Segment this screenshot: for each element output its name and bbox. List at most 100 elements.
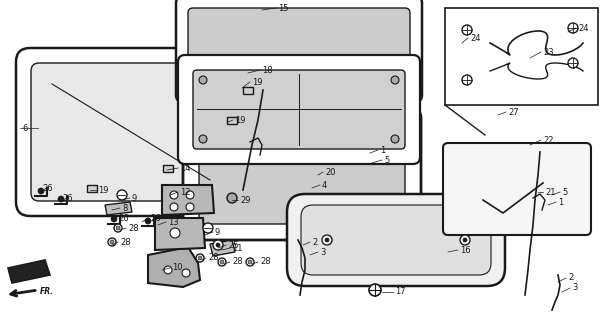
Text: 4: 4 <box>322 180 327 189</box>
Text: 18: 18 <box>262 66 273 75</box>
Circle shape <box>117 190 127 200</box>
Circle shape <box>110 240 114 244</box>
Text: 2: 2 <box>312 237 317 246</box>
Bar <box>445 8 598 105</box>
Text: 15: 15 <box>278 4 288 12</box>
Text: 13: 13 <box>168 218 178 227</box>
FancyBboxPatch shape <box>301 205 491 275</box>
Circle shape <box>186 191 194 199</box>
Text: 11: 11 <box>232 244 243 252</box>
Polygon shape <box>210 240 235 256</box>
FancyBboxPatch shape <box>31 63 224 201</box>
Circle shape <box>462 75 472 85</box>
Text: 29: 29 <box>240 196 251 204</box>
Text: 24: 24 <box>578 23 588 33</box>
FancyBboxPatch shape <box>178 55 420 164</box>
Circle shape <box>170 191 178 199</box>
Text: 3: 3 <box>572 284 577 292</box>
Text: FR.: FR. <box>40 286 54 295</box>
Circle shape <box>568 23 578 33</box>
Text: 8: 8 <box>122 204 127 212</box>
Circle shape <box>170 203 178 211</box>
Circle shape <box>220 260 224 264</box>
FancyBboxPatch shape <box>183 108 421 240</box>
Text: 17: 17 <box>395 287 406 297</box>
Text: 19: 19 <box>252 77 263 86</box>
Circle shape <box>391 76 399 84</box>
Circle shape <box>463 238 467 242</box>
Circle shape <box>145 218 151 224</box>
FancyBboxPatch shape <box>176 0 422 102</box>
Text: 5: 5 <box>384 156 389 164</box>
Text: 24: 24 <box>470 34 480 43</box>
Text: 28: 28 <box>208 253 219 262</box>
Polygon shape <box>162 185 214 215</box>
Text: 26: 26 <box>150 213 161 222</box>
Text: 25: 25 <box>228 241 238 250</box>
Text: 28: 28 <box>232 258 243 267</box>
FancyBboxPatch shape <box>443 143 591 235</box>
Circle shape <box>227 193 237 203</box>
FancyBboxPatch shape <box>16 48 239 216</box>
Circle shape <box>111 216 117 222</box>
Text: 12: 12 <box>180 188 191 196</box>
Circle shape <box>164 266 172 274</box>
Circle shape <box>170 228 180 238</box>
Text: 20: 20 <box>325 167 335 177</box>
Text: 28: 28 <box>260 258 271 267</box>
Text: 2: 2 <box>568 274 573 283</box>
Circle shape <box>391 135 399 143</box>
Circle shape <box>203 223 213 233</box>
FancyBboxPatch shape <box>188 8 410 90</box>
Text: 10: 10 <box>172 263 183 273</box>
Text: 26: 26 <box>118 213 129 222</box>
Circle shape <box>568 58 578 68</box>
Polygon shape <box>243 86 253 93</box>
Text: 9: 9 <box>132 194 137 203</box>
Circle shape <box>186 203 194 211</box>
Text: 14: 14 <box>180 164 191 172</box>
Circle shape <box>199 135 207 143</box>
Text: 23: 23 <box>543 47 554 57</box>
Circle shape <box>248 260 252 264</box>
Text: 1: 1 <box>380 146 386 155</box>
Circle shape <box>462 25 472 35</box>
Text: 6: 6 <box>22 124 27 132</box>
Polygon shape <box>148 247 200 287</box>
Text: 16: 16 <box>460 245 470 254</box>
Circle shape <box>369 284 381 296</box>
Text: 28: 28 <box>120 237 131 246</box>
Polygon shape <box>155 218 205 250</box>
Circle shape <box>116 226 120 230</box>
Circle shape <box>198 256 202 260</box>
FancyBboxPatch shape <box>199 124 405 224</box>
Text: 5: 5 <box>562 188 567 196</box>
Text: 26: 26 <box>62 194 73 203</box>
Text: 22: 22 <box>543 135 554 145</box>
Polygon shape <box>105 202 132 215</box>
Circle shape <box>196 254 204 262</box>
Text: 26: 26 <box>42 183 53 193</box>
Circle shape <box>460 235 470 245</box>
Polygon shape <box>8 260 50 283</box>
Text: 3: 3 <box>320 247 326 257</box>
Circle shape <box>216 243 220 247</box>
Text: 7: 7 <box>28 270 34 279</box>
Polygon shape <box>227 116 237 124</box>
FancyBboxPatch shape <box>287 194 505 286</box>
Text: 9: 9 <box>215 228 220 236</box>
Circle shape <box>38 188 44 194</box>
Polygon shape <box>163 164 173 172</box>
Text: 19: 19 <box>235 116 246 124</box>
Circle shape <box>58 196 64 202</box>
Circle shape <box>246 258 254 266</box>
Circle shape <box>114 224 122 232</box>
Text: 28: 28 <box>128 223 139 233</box>
Circle shape <box>108 238 116 246</box>
Circle shape <box>182 269 190 277</box>
Circle shape <box>199 76 207 84</box>
Circle shape <box>322 235 332 245</box>
Text: 1: 1 <box>558 197 563 206</box>
Text: 21: 21 <box>545 188 555 196</box>
Text: 27: 27 <box>508 108 519 116</box>
